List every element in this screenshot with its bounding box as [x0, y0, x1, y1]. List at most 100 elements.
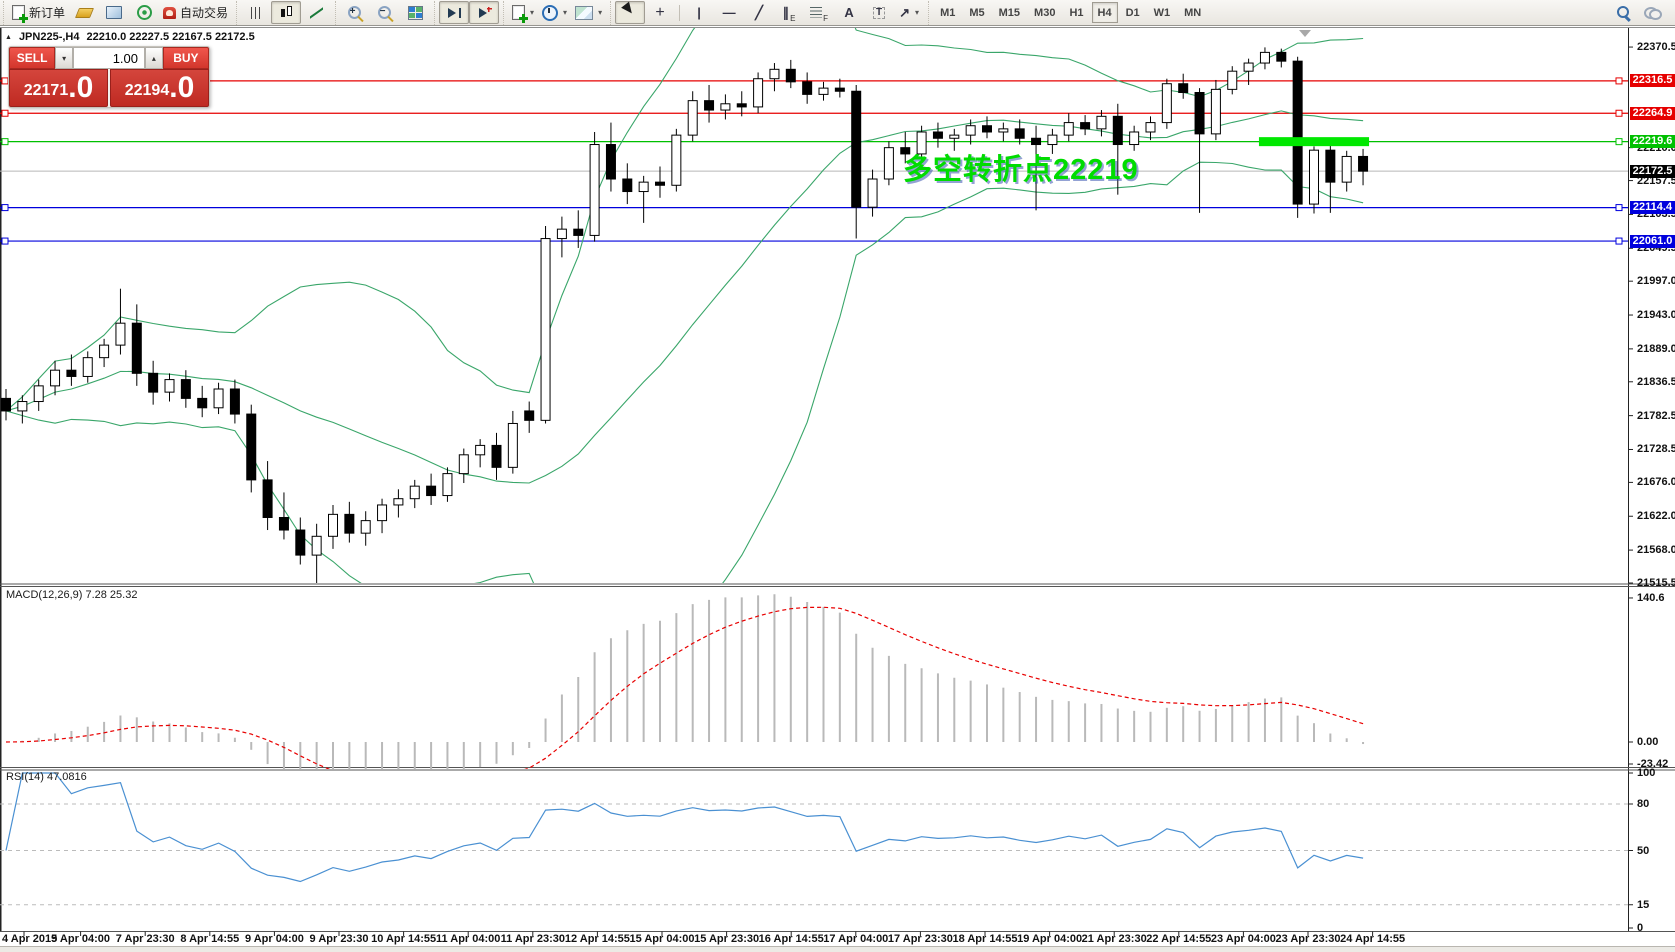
timeframe-h1-button[interactable]: H1: [1069, 6, 1084, 19]
buy-button[interactable]: BUY: [162, 47, 209, 69]
fibonacci-button[interactable]: F: [804, 1, 834, 24]
toolbar-group: 新订单 自动交易: [3, 0, 236, 25]
buy-price-button[interactable]: 22194.0: [110, 69, 209, 107]
candle-body: [1112, 115, 1123, 146]
candle-body: [458, 454, 469, 475]
candle-body: [1129, 131, 1140, 146]
chart-symbol-period: JPN225-,H4: [18, 31, 80, 43]
candle-body: [311, 535, 322, 556]
timeframe-m15-button[interactable]: M15: [998, 6, 1021, 19]
rsi-tick-0: 0: [1637, 922, 1644, 934]
signals-button[interactable]: [129, 1, 159, 24]
candle-body: [1096, 115, 1107, 130]
arrows-dropdown[interactable]: ↗ ▾: [894, 1, 924, 24]
timeframe-w1-button[interactable]: W1: [1153, 6, 1171, 19]
period-dropdown[interactable]: ▾: [538, 1, 571, 24]
price-tag-22219.6: 22219.6: [1630, 135, 1675, 149]
time-label: 18 Apr 14:55: [952, 933, 1018, 945]
time-label: 12 Apr 14:55: [564, 933, 630, 945]
template-icon: [575, 5, 594, 20]
candle-body: [785, 68, 796, 83]
tile-windows-button[interactable]: [400, 1, 430, 24]
highlight-bar[interactable]: [1258, 137, 1370, 147]
candlesticks: [1, 47, 1369, 583]
candle-body: [1358, 155, 1369, 172]
text-button[interactable]: A: [834, 1, 864, 24]
level-lines[interactable]: [0, 77, 1628, 245]
cursor-button[interactable]: [615, 1, 646, 24]
zoom-in-button[interactable]: +: [340, 1, 370, 24]
candle-body: [1259, 51, 1270, 64]
trendline-button[interactable]: ╱: [744, 1, 774, 24]
timeframe-h4-button[interactable]: H4: [1091, 2, 1118, 23]
chart-annotation-text[interactable]: 多空转折点22219: [903, 154, 1139, 186]
template-dropdown[interactable]: ▾: [571, 1, 606, 24]
horizontal-line-button[interactable]: —: [714, 1, 744, 24]
line-chart-button[interactable]: [301, 1, 331, 24]
candle-body: [1276, 51, 1287, 62]
new-order-button[interactable]: 新订单: [8, 1, 69, 24]
timeframe-m30-button[interactable]: M30: [1034, 6, 1056, 19]
candle-body: [655, 181, 665, 186]
metaeditor-button[interactable]: [69, 1, 99, 24]
volume-decrease-button[interactable]: ▾: [55, 47, 73, 69]
volume-increase-button[interactable]: ▴: [145, 47, 163, 69]
rsi-line: [5, 772, 1364, 883]
auto-scroll-button[interactable]: [469, 1, 500, 24]
sell-button[interactable]: SELL: [9, 47, 56, 69]
collapse-icon[interactable]: ▲: [5, 33, 12, 41]
crosshair-button[interactable]: +: [645, 1, 675, 24]
search-button[interactable]: [1608, 1, 1638, 24]
sell-price: 22171: [23, 82, 69, 99]
zoom-out-button[interactable]: −: [370, 1, 400, 24]
timeframe-m5-button[interactable]: M5: [969, 6, 985, 19]
timeframe-d1-button[interactable]: D1: [1125, 6, 1140, 19]
price-tick-21943.0: 21943.0: [1637, 309, 1675, 322]
terminal-button[interactable]: [99, 1, 129, 24]
shift-chart-button[interactable]: [439, 1, 470, 24]
timeframe-mn-button[interactable]: MN: [1184, 6, 1202, 19]
vertical-line-button[interactable]: |: [684, 1, 714, 24]
time-label: 15 Apr 04:00: [629, 933, 695, 945]
new-chart-dropdown[interactable]: ▾: [508, 1, 538, 24]
autotrading-button[interactable]: 自动交易: [159, 1, 232, 24]
candle-body: [1309, 149, 1319, 205]
channel-button[interactable]: ∥ E: [782, 5, 796, 23]
candle-body: [1014, 128, 1025, 139]
text-label-button[interactable]: T: [864, 1, 894, 24]
chart-shift-marker[interactable]: [1299, 30, 1311, 37]
candle-body: [82, 357, 93, 377]
candle-body: [1047, 134, 1058, 146]
candle-body: [1227, 70, 1238, 90]
new-order-button-label: 新订单: [29, 6, 66, 20]
timeframe-m1-button[interactable]: M1: [940, 6, 956, 19]
candle-body: [867, 178, 878, 208]
time-label: 22 Apr 14:55: [1146, 933, 1212, 945]
bar-chart-button[interactable]: [241, 1, 271, 24]
toolbar-separator: [679, 4, 681, 21]
candle-body: [1341, 155, 1352, 183]
candle-body: [1243, 62, 1254, 72]
time-label: 23 Apr 23:30: [1275, 933, 1341, 945]
search-icon: [1616, 5, 1631, 20]
candle-body: [1194, 92, 1205, 135]
candle-body: [262, 479, 273, 518]
candle-body: [802, 81, 813, 95]
community-button[interactable]: [1638, 1, 1668, 24]
candle-body: [524, 410, 535, 421]
one-click-trading-panel: SELL ▾ ▴ BUY 22171.0 22194.0: [8, 46, 210, 108]
chevron-down-icon: ▾: [563, 8, 568, 17]
volume-input[interactable]: [73, 47, 145, 69]
candle-body: [736, 103, 747, 108]
candlestick-chart-button[interactable]: [271, 1, 302, 24]
candle-body: [213, 388, 224, 409]
rsi-tick-15: 15: [1637, 898, 1650, 911]
candle-body: [50, 369, 61, 387]
toolbar-group: [236, 0, 335, 25]
candle-body: [720, 103, 731, 111]
autotrading-button-label: 自动交易: [180, 6, 229, 20]
price-tick-21676.0: 21676.0: [1637, 476, 1675, 489]
new-order-icon: [12, 5, 28, 23]
sell-price-button[interactable]: 22171.0: [9, 69, 108, 107]
